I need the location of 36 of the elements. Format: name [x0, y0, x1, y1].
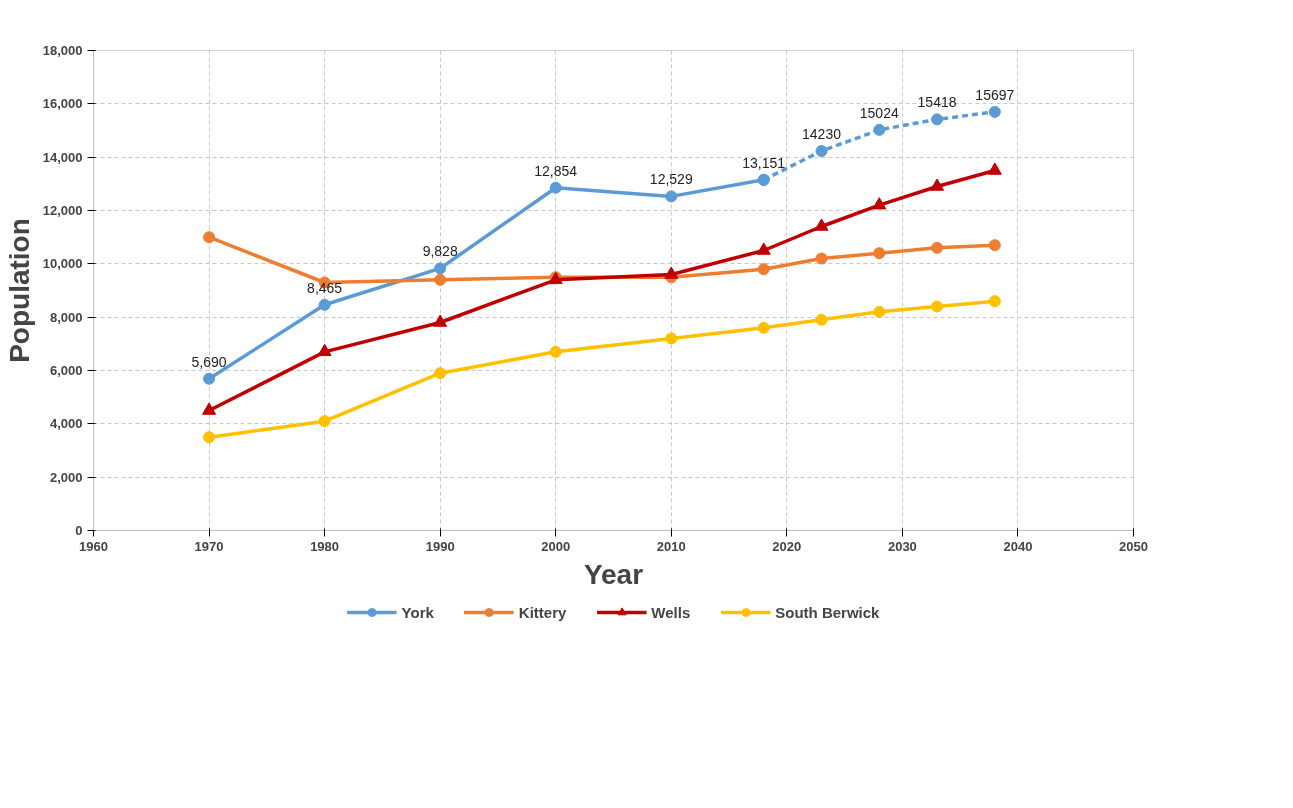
data-label: 15024 [859, 104, 899, 121]
x-tick-label: 2040 [1003, 538, 1033, 554]
data-label: 14230 [802, 126, 842, 143]
x-axis-title: Year [583, 558, 644, 590]
x-tick-label: 1970 [194, 538, 224, 554]
x-tick-label: 2000 [541, 538, 571, 554]
legend-label: South Berwick [775, 603, 880, 621]
y-tick-label: 2,000 [49, 469, 83, 485]
x-tick-label: 1990 [425, 538, 455, 554]
x-tick-label: 2050 [1119, 538, 1148, 554]
x-tick-label: 1960 [79, 538, 108, 554]
y-tick-label: 14,000 [42, 149, 83, 165]
data-label: 15418 [917, 94, 957, 111]
data-label: 12,854 [534, 162, 578, 179]
data-label: 9,828 [422, 243, 458, 260]
x-tick-label: 2020 [772, 538, 802, 554]
data-label: 8,465 [307, 279, 343, 296]
y-tick-label: 18,000 [42, 43, 83, 58]
legend-label: York [401, 603, 434, 621]
y-tick-label: 0 [75, 523, 83, 538]
y-tick-label: 8,000 [49, 309, 83, 325]
y-tick-label: 16,000 [42, 96, 83, 112]
x-tick-label: 1980 [310, 538, 340, 554]
y-axis-title: Population [3, 218, 35, 363]
y-tick-label: 6,000 [49, 363, 83, 378]
x-tick-label: 2030 [887, 538, 917, 554]
legend-label: Kittery [518, 603, 567, 621]
data-label: 13,151 [742, 154, 786, 171]
x-tick-label: 2010 [656, 538, 686, 554]
data-label: 15697 [975, 86, 1015, 103]
data-label: 5,690 [191, 353, 227, 370]
data-label: 12,529 [649, 171, 693, 188]
y-tick-label: 10,000 [42, 256, 83, 272]
y-tick-label: 4,000 [49, 416, 83, 432]
y-tick-label: 12,000 [42, 203, 83, 218]
legend-label: Wells [651, 603, 691, 621]
